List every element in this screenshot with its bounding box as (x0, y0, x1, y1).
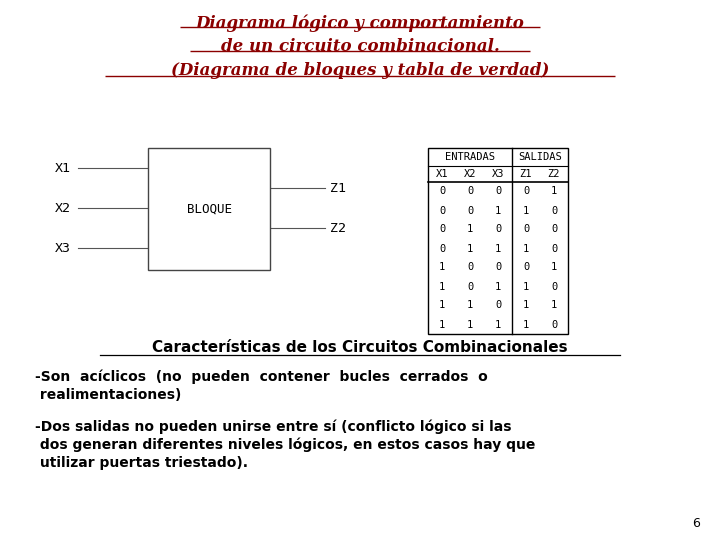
Text: 0: 0 (551, 244, 557, 253)
Text: 0: 0 (439, 206, 445, 215)
Text: 0: 0 (495, 262, 501, 273)
Text: X1: X1 (436, 169, 449, 179)
Text: 1: 1 (551, 262, 557, 273)
Text: 0: 0 (495, 186, 501, 197)
Text: 0: 0 (439, 186, 445, 197)
Text: -Dos salidas no pueden unirse entre sí (conflicto lógico si las: -Dos salidas no pueden unirse entre sí (… (35, 420, 511, 435)
Text: 1: 1 (467, 225, 473, 234)
Text: dos generan diferentes niveles lógicos, en estos casos hay que: dos generan diferentes niveles lógicos, … (35, 438, 536, 453)
Text: X2: X2 (55, 201, 71, 214)
Text: 0: 0 (523, 225, 529, 234)
Text: utilizar puertas triestado).: utilizar puertas triestado). (35, 456, 248, 470)
Text: 1: 1 (467, 320, 473, 329)
Text: 0: 0 (551, 320, 557, 329)
Text: 1: 1 (495, 244, 501, 253)
Text: 0: 0 (467, 281, 473, 292)
Text: 1: 1 (523, 281, 529, 292)
Text: 0: 0 (551, 281, 557, 292)
Text: (Diagrama de bloques y tabla de verdad): (Diagrama de bloques y tabla de verdad) (171, 62, 549, 79)
Text: 1: 1 (551, 300, 557, 310)
Text: 1: 1 (439, 300, 445, 310)
Text: 1: 1 (467, 244, 473, 253)
Text: 0: 0 (467, 262, 473, 273)
Text: 1: 1 (523, 244, 529, 253)
Text: 1: 1 (523, 320, 529, 329)
Text: 0: 0 (467, 206, 473, 215)
Text: 6: 6 (692, 517, 700, 530)
Text: 0: 0 (495, 300, 501, 310)
Text: 1: 1 (439, 281, 445, 292)
Text: ENTRADAS: ENTRADAS (445, 152, 495, 162)
Text: Z2: Z2 (330, 221, 346, 234)
Text: SALIDAS: SALIDAS (518, 152, 562, 162)
Text: -Son  acíclicos  (no  pueden  contener  bucles  cerrados  o: -Son acíclicos (no pueden contener bucle… (35, 370, 487, 384)
Text: 0: 0 (551, 206, 557, 215)
Text: 0: 0 (495, 225, 501, 234)
Text: realimentaciones): realimentaciones) (35, 388, 181, 402)
Text: Z2: Z2 (548, 169, 560, 179)
Text: 0: 0 (551, 225, 557, 234)
Text: 1: 1 (467, 300, 473, 310)
Text: Z1: Z1 (520, 169, 532, 179)
Text: 1: 1 (523, 300, 529, 310)
Text: 0: 0 (439, 225, 445, 234)
Text: 1: 1 (495, 206, 501, 215)
Text: BLOQUE: BLOQUE (186, 202, 232, 215)
Text: 0: 0 (439, 244, 445, 253)
Text: X2: X2 (464, 169, 476, 179)
Text: X1: X1 (55, 161, 71, 174)
Text: 1: 1 (439, 262, 445, 273)
Bar (428, 148, 568, 334)
Text: Diagrama lógico y comportamiento: Diagrama lógico y comportamiento (196, 14, 524, 31)
Text: 0: 0 (467, 186, 473, 197)
Text: X3: X3 (55, 241, 71, 254)
Text: X3: X3 (492, 169, 504, 179)
Text: 1: 1 (495, 320, 501, 329)
Text: Z1: Z1 (330, 181, 346, 194)
Text: 1: 1 (495, 281, 501, 292)
Text: 0: 0 (523, 186, 529, 197)
Bar (148, 148, 270, 270)
Text: de un circuito combinacional.: de un circuito combinacional. (220, 38, 500, 55)
Text: 0: 0 (523, 262, 529, 273)
Text: 1: 1 (551, 186, 557, 197)
Text: 1: 1 (523, 206, 529, 215)
Text: Características de los Circuitos Combinacionales: Características de los Circuitos Combina… (152, 340, 568, 355)
Text: 1: 1 (439, 320, 445, 329)
